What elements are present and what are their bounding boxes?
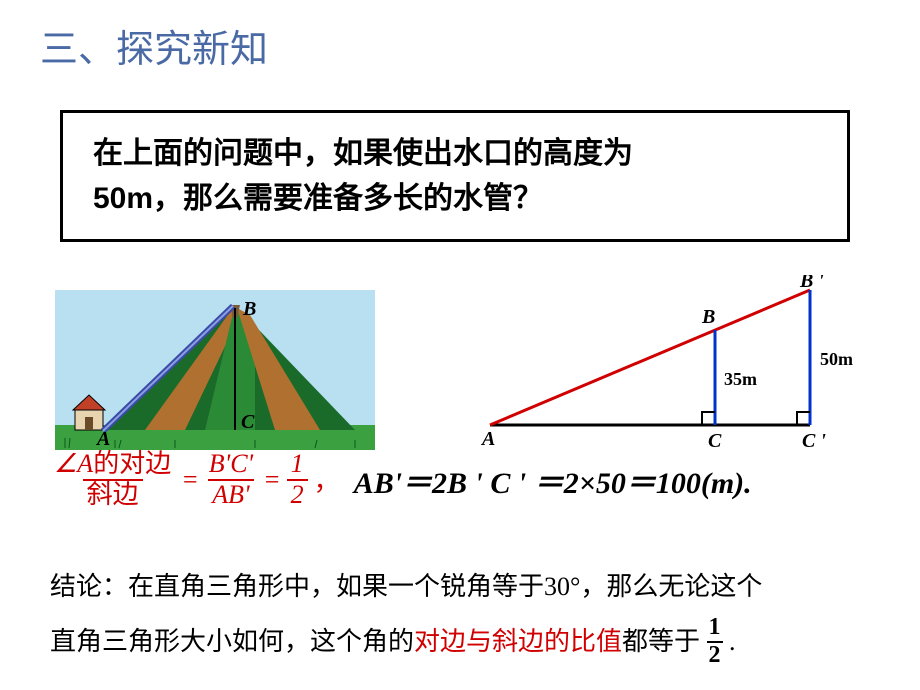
formula-comma: ， — [314, 461, 340, 498]
formula-left: ∠A的对边 斜边 = B'C' AB' = 1 2 ， — [50, 450, 340, 509]
rhs-den: 2 — [287, 479, 308, 510]
conclusion-highlight: 对边与斜边的比值 — [414, 627, 622, 656]
question-box: 在上面的问题中，如果使出水口的高度为 50m，那么需要准备多长的水管？ — [60, 110, 850, 242]
label-50m: 50m — [820, 349, 853, 369]
section-title: 三、探究新知 — [40, 18, 268, 73]
rhs-num: 1 — [287, 450, 308, 479]
conclusion-frac-num: 1 — [707, 615, 723, 640]
lhs-num-angle: ∠A — [54, 449, 93, 478]
right-angle-Cp — [797, 412, 810, 425]
conclusion-line2-before: 直角三角形大小如何，这个角的 — [50, 627, 414, 656]
mountain-label-A: A — [95, 428, 110, 450]
conclusion-text: 结论：在直角三角形中，如果一个锐角等于30°，那么无论这个 直角三角形大小如何，… — [50, 560, 890, 670]
label-Cp: C ' — [802, 430, 826, 452]
lhs-den: 斜边 — [83, 479, 143, 510]
conclusion-frac-den: 2 — [707, 641, 723, 668]
right-angle-C — [702, 412, 715, 425]
formula-calc: AB'＝2B ' C ' ＝2×50＝100(m). — [354, 458, 752, 502]
question-line1: 在上面的问题中，如果使出水口的高度为 — [93, 137, 633, 170]
frac-mid: B'C' AB' — [205, 450, 257, 509]
label-C: C — [708, 430, 722, 452]
question-line2: 50m，那么需要准备多长的水管？ — [93, 182, 543, 215]
label-35m: 35m — [724, 369, 757, 389]
conclusion-line1: 结论：在直角三角形中，如果一个锐角等于30°，那么无论这个 — [50, 572, 762, 601]
mountain-label-B: B — [242, 298, 256, 320]
frac-rhs: 1 2 — [287, 450, 308, 509]
eq1: = — [181, 465, 199, 495]
conclusion-after-hl: 都等于 — [622, 627, 707, 656]
mountain-label-C: C — [241, 411, 255, 433]
lhs-num-cn: 的对边 — [93, 449, 171, 478]
house-door — [85, 417, 93, 430]
label-Bp: B ' — [799, 275, 824, 292]
mid-den: AB' — [208, 479, 253, 510]
conclusion-period: . — [723, 627, 736, 656]
label-B: B — [701, 306, 715, 328]
frac-lhs: ∠A的对边 斜边 — [50, 450, 175, 509]
eq2: = — [263, 465, 281, 495]
question-text: 在上面的问题中，如果使出水口的高度为 50m，那么需要准备多长的水管？ — [93, 131, 817, 221]
mountain-illustration: A B C — [55, 290, 375, 460]
triangle-diagram: A B C B ' C ' 35m 50m — [470, 275, 880, 455]
mid-num: B'C' — [205, 450, 257, 479]
label-A: A — [480, 428, 495, 450]
formula-row: ∠A的对边 斜边 = B'C' AB' = 1 2 ， AB'＝2B ' C '… — [50, 450, 890, 509]
conclusion-frac: 12 — [707, 615, 723, 667]
triangle-hypotenuse — [490, 290, 810, 425]
